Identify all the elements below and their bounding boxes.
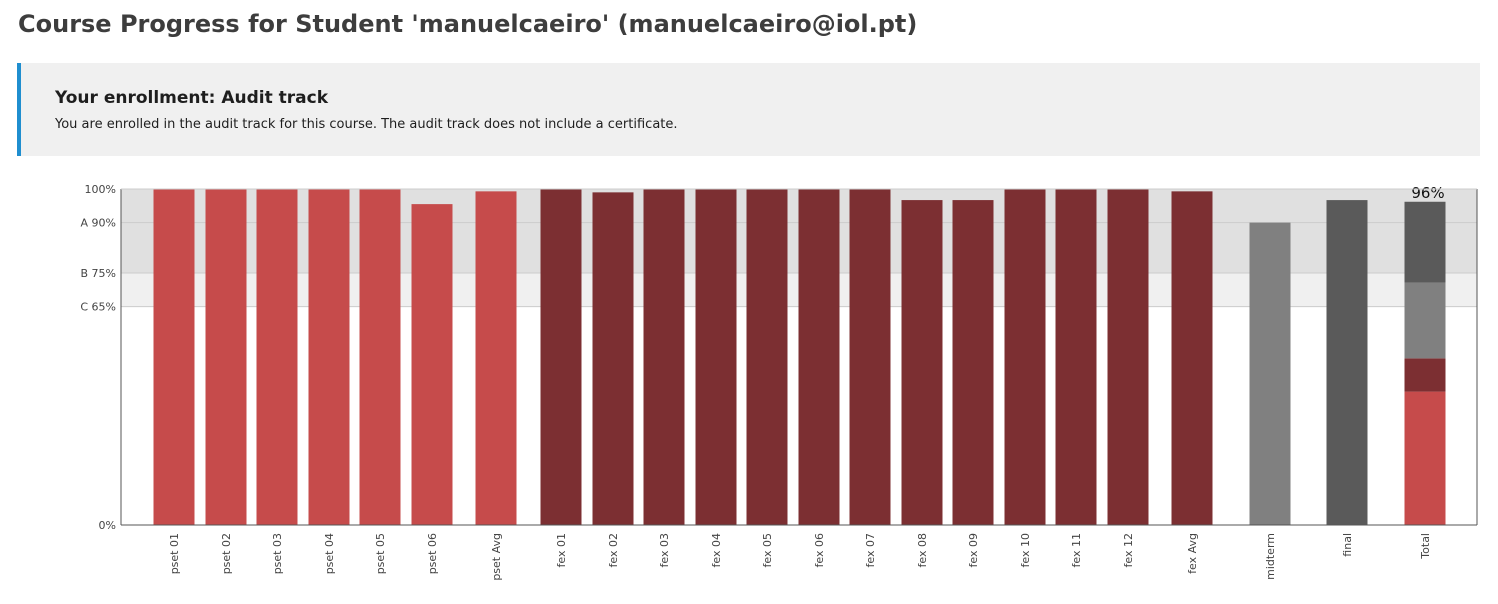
bar-fex-01 bbox=[540, 189, 582, 525]
x-tick-label: final bbox=[1341, 533, 1354, 557]
bar-fex-02 bbox=[592, 192, 634, 526]
enrollment-message: You are enrolled in the audit track for … bbox=[55, 117, 678, 132]
x-tick-label: pset 05 bbox=[374, 533, 387, 574]
x-tick-label: fex 01 bbox=[555, 533, 568, 567]
x-tick-label: fex 05 bbox=[761, 533, 774, 567]
bar-pset-01 bbox=[153, 189, 195, 525]
bar-fex-11 bbox=[1055, 189, 1097, 525]
x-tick-label: midterm bbox=[1264, 533, 1277, 580]
x-tick-label: pset 06 bbox=[426, 533, 439, 574]
x-tick-label: fex 08 bbox=[916, 533, 929, 567]
bar-pset-06 bbox=[411, 204, 453, 525]
bar-fex-10 bbox=[1004, 189, 1046, 525]
x-tick-label: fex 02 bbox=[607, 533, 620, 567]
bar-final bbox=[1326, 200, 1368, 525]
bar-pset-04 bbox=[308, 189, 350, 525]
x-tick-label: fex 03 bbox=[658, 533, 671, 567]
bar-fex-04 bbox=[695, 189, 737, 525]
y-tick-label: 0% bbox=[99, 519, 116, 532]
x-tick-label: fex 11 bbox=[1070, 533, 1083, 567]
bar-fex-09 bbox=[952, 200, 994, 525]
page-title: Course Progress for Student 'manuelcaeir… bbox=[18, 10, 918, 38]
bar-pset-02 bbox=[205, 189, 247, 525]
x-tick-label: fex 04 bbox=[710, 533, 723, 567]
bar-pset-05 bbox=[359, 189, 401, 525]
bar-fex-12 bbox=[1107, 189, 1149, 525]
bar-fex-avg bbox=[1171, 191, 1213, 526]
x-tick-label: pset 04 bbox=[323, 533, 336, 574]
x-tick-label: pset Avg bbox=[490, 533, 503, 581]
x-tick-label: fex 06 bbox=[813, 533, 826, 567]
total-segment-final bbox=[1404, 201, 1446, 283]
x-tick-label: fex Avg bbox=[1186, 533, 1199, 574]
bar-fex-08 bbox=[901, 200, 943, 525]
x-tick-label: fex 09 bbox=[967, 533, 980, 567]
x-tick-label: pset 01 bbox=[168, 533, 181, 574]
bar-midterm bbox=[1249, 222, 1291, 525]
y-tick-label: 100% bbox=[85, 183, 116, 196]
total-segment-pset bbox=[1404, 391, 1446, 525]
total-segment-midterm bbox=[1404, 282, 1446, 359]
y-tick-label: C 65% bbox=[80, 301, 116, 314]
x-tick-label: pset 03 bbox=[271, 533, 284, 574]
x-tick-label: fex 12 bbox=[1122, 533, 1135, 567]
bar-fex-07 bbox=[849, 189, 891, 525]
bar-fex-05 bbox=[746, 189, 788, 525]
bar-pset-03 bbox=[256, 189, 298, 525]
enrollment-notice: Your enrollment: Audit track You are enr… bbox=[17, 63, 1480, 156]
bar-pset-avg bbox=[475, 191, 517, 526]
x-tick-label: fex 10 bbox=[1019, 533, 1032, 567]
bar-fex-06 bbox=[798, 189, 840, 525]
total-value-label: 96% bbox=[1411, 184, 1444, 202]
bar-fex-03 bbox=[643, 189, 685, 525]
enrollment-title: Your enrollment: Audit track bbox=[55, 88, 329, 108]
x-tick-label: Total bbox=[1419, 533, 1432, 560]
x-tick-label: fex 07 bbox=[864, 533, 877, 567]
y-tick-label: A 90% bbox=[81, 217, 116, 230]
y-tick-label: B 75% bbox=[81, 267, 117, 280]
total-segment-fex bbox=[1404, 358, 1446, 392]
x-tick-label: pset 02 bbox=[220, 533, 233, 574]
